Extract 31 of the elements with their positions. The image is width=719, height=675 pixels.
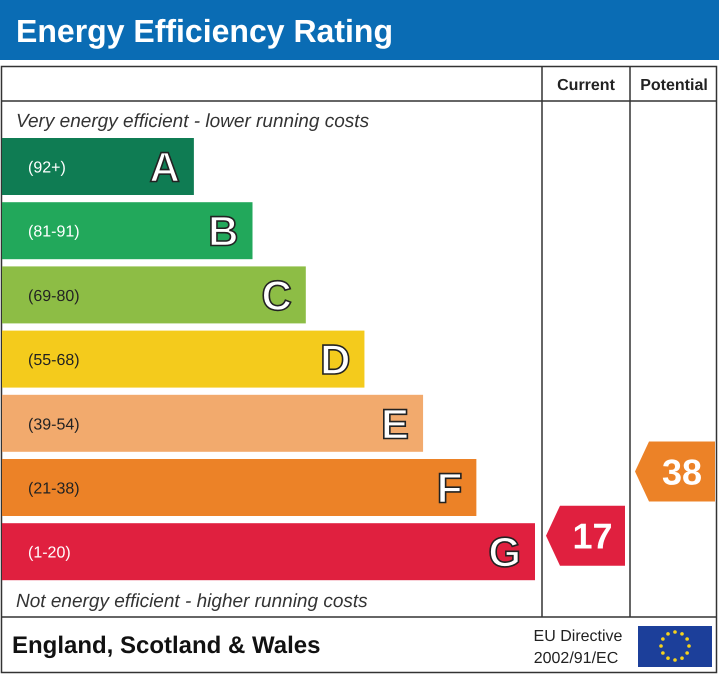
text: EU Directive xyxy=(534,628,623,645)
text: Very energy efficient - lower running costs xyxy=(16,111,370,132)
bar xyxy=(2,138,194,195)
text: Not energy efficient - higher running costs xyxy=(16,591,368,612)
annotation: (81-91) xyxy=(28,224,80,241)
annotation: (69-80) xyxy=(28,288,80,305)
y-tick-label: D xyxy=(320,336,350,384)
bar xyxy=(2,459,476,516)
text: 2002/91/EC xyxy=(534,650,618,667)
y-tick-label: A xyxy=(150,144,180,190)
y-tick-label: B xyxy=(208,208,239,255)
chart-title: Energy Efficiency Rating xyxy=(16,13,393,49)
bar xyxy=(2,266,306,324)
text: England, Scotland & Wales xyxy=(12,632,320,659)
y-tick-label: E xyxy=(381,400,410,448)
text: Potential xyxy=(640,77,708,94)
bar xyxy=(2,523,535,580)
text: 38 xyxy=(662,452,702,492)
text: Current xyxy=(557,77,616,94)
y-tick-label: C xyxy=(261,272,292,319)
annotation: (39-54) xyxy=(28,416,80,434)
bar xyxy=(2,330,364,388)
annotation: (21-38) xyxy=(28,480,80,498)
annotation: (92+) xyxy=(28,160,66,176)
text: 17 xyxy=(572,516,613,557)
annotation: (55-68) xyxy=(28,352,80,370)
annotation: (1-20) xyxy=(28,544,71,562)
y-tick-label: F xyxy=(436,464,462,512)
y-tick-label: G xyxy=(488,528,521,576)
bar xyxy=(2,202,253,260)
bar xyxy=(2,394,424,452)
